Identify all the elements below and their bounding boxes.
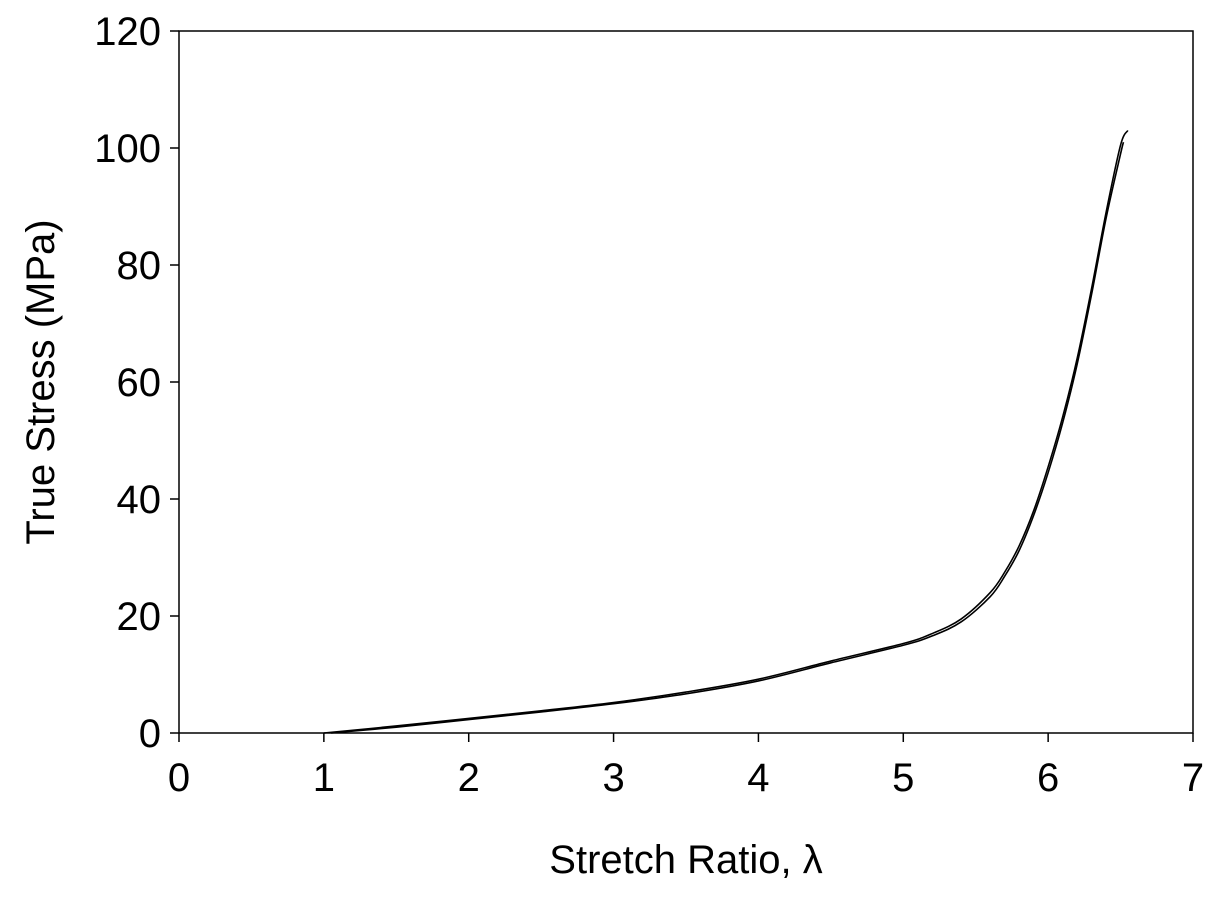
x-tick-label: 5 [892,756,914,800]
y-tick-label: 0 [139,712,161,756]
stress-curve-1 [323,130,1129,734]
x-tick-label: 4 [747,756,769,800]
y-tick-label: 80 [117,244,162,288]
y-tick-label: 40 [117,478,162,522]
stress-curve-2 [331,141,1125,734]
y-tick-label: 60 [117,361,162,405]
y-tick-label: 120 [94,10,161,54]
y-tick-label: 100 [94,127,161,171]
x-tick-label: 6 [1037,756,1059,800]
y-axis-title: True Stress (MPa) [19,219,63,544]
y-tick-label: 20 [117,595,162,639]
x-tick-label: 0 [168,756,190,800]
axis-ticks: 0 1 2 3 4 5 6 7 0 20 40 60 80 100 120 [94,10,1204,800]
data-series [323,130,1129,734]
x-tick-label: 1 [313,756,335,800]
x-tick-label: 7 [1182,756,1204,800]
x-tick-label: 3 [602,756,624,800]
x-axis-title: Stretch Ratio, λ [549,838,822,882]
x-tick-label: 2 [458,756,480,800]
plot-area-frame [178,30,1194,734]
